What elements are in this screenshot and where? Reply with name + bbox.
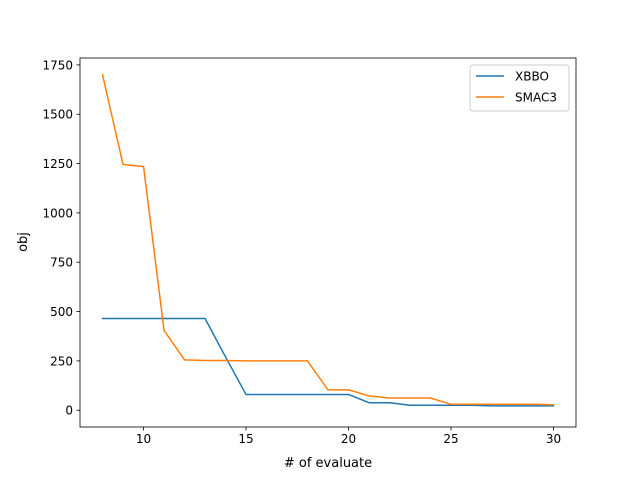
y-axis-label: obj [16,232,31,252]
y-tick-label: 1500 [42,108,73,122]
y-tick-label: 1250 [42,157,73,171]
legend-label-xbbo: XBBO [515,70,549,84]
y-tick-label: 1000 [42,206,73,220]
x-axis: 10 15 20 25 30 [136,427,561,446]
series-line-smac3 [101,73,555,406]
x-axis-label: # of evaluate [284,456,372,471]
y-tick-label: 250 [50,354,73,368]
y-tick-label: 500 [50,305,73,319]
x-tick-label: 30 [546,432,561,446]
x-tick-label: 25 [443,432,458,446]
y-axis: 0 250 500 750 1000 1250 1500 1750 [42,58,80,418]
x-tick-label: 15 [238,432,253,446]
y-tick-label: 1750 [42,58,73,72]
legend: XBBO SMAC3 [469,64,570,112]
y-tick-label: 750 [50,256,73,270]
legend-label-smac3: SMAC3 [515,91,557,105]
series-line-xbbo [101,317,555,407]
y-tick-label: 0 [65,404,73,418]
plot-area [79,57,577,428]
x-tick-label: 20 [341,432,356,446]
x-tick-label: 10 [136,432,151,446]
series-layer [101,73,555,407]
plot-frame [79,57,577,428]
